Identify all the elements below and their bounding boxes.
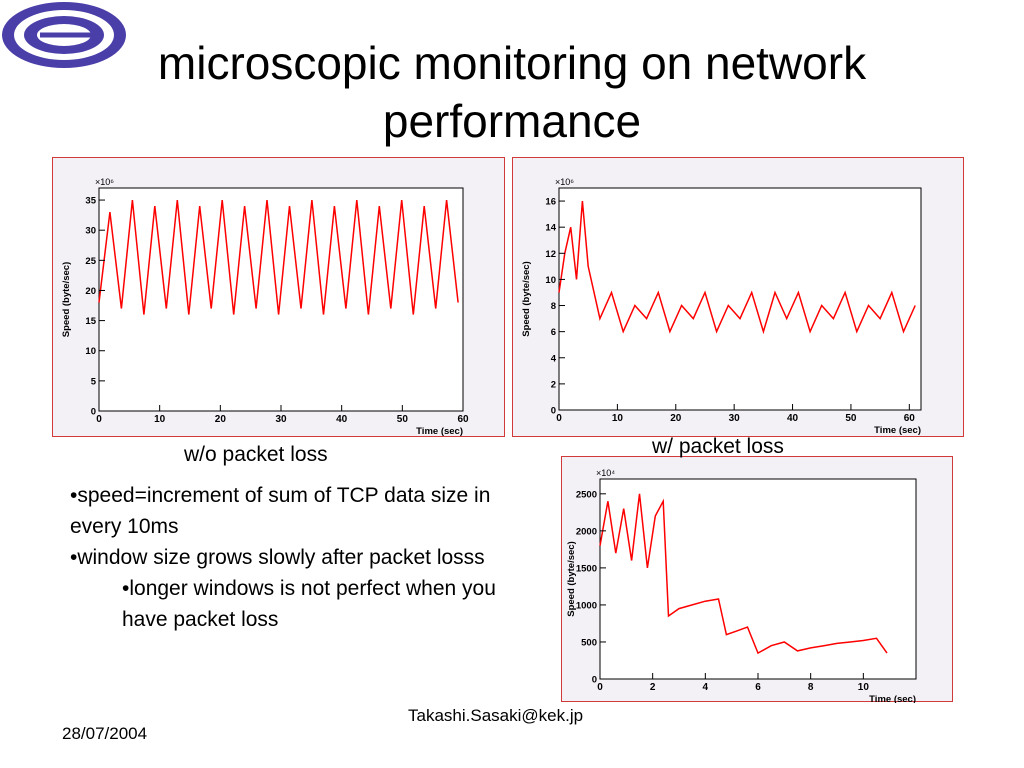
chart-bottom: 0 2 4 6 8 10 0 500 1000 1500 2000 2500 Time (sec) Spe… [566,468,917,703]
x-tick-label: 10 [154,414,166,425]
y-tick-label: 0 [551,406,556,417]
bullet-list: •speed=increment of sum of TCP data size… [70,480,520,635]
x-tick-label: 10 [612,413,624,424]
series-line [558,201,916,335]
x-tick-label: 40 [336,414,348,425]
series-line [98,200,459,315]
y-tick-label: 2500 [576,489,597,500]
y-tick-label: 14 [545,223,556,234]
x-axis-label: Time (sec) [869,694,916,703]
slide-title: microscopic monitoring on network perfor… [157,37,867,147]
y-tick-label: 6 [551,327,556,338]
y-axis-label: Speed (byte/sec) [566,541,577,617]
plot-frame [98,187,464,412]
x-tick-label: 20 [670,413,682,424]
y-tick-label: 16 [545,197,556,208]
y-tick-label: 35 [85,196,96,207]
y-axis-label: Speed (byte/sec) [61,262,72,338]
y-tick-label: 4 [551,353,557,364]
slide-date: 28/07/2004 [62,724,148,743]
plot-panel-left: 0 10 20 30 40 50 60 0 5 10 15 20 25 30 35 Time (sec) Spe… [52,157,505,437]
x-tick-label: 50 [397,414,409,425]
y-tick-label: 25 [85,256,96,267]
x-tick-label: 10 [858,682,870,693]
series-line [599,493,888,655]
y-tick-label: 12 [545,249,556,260]
x-axis-label: Time (sec) [416,426,463,437]
y-tick-label: 0 [592,675,597,686]
bullet-item: •speed=increment of sum of TCP data size… [70,484,491,538]
x-tick-label: 60 [904,413,916,424]
y-tick-label: 10 [85,346,96,357]
x-tick-label: 20 [215,414,227,425]
y-tick-label: 2 [551,379,556,390]
y-tick-label: 8 [551,301,556,312]
x-tick-label: 30 [275,414,287,425]
x-tick-label: 6 [755,682,761,693]
y-axis-label: Speed (byte/sec) [521,261,532,337]
caption-right: w/ packet loss [652,435,784,458]
kek-logo-icon [2,2,126,68]
plot-frame [558,187,922,411]
x-tick-label: 4 [703,682,709,693]
x-tick-label: 40 [787,413,799,424]
y-tick-label: 1000 [576,600,597,611]
y-tick-label: 0 [91,407,96,418]
x-tick-label: 50 [845,413,857,424]
x-tick-label: 0 [96,414,102,425]
plot-frame [599,478,917,680]
sub-bullet-item: •longer windows is not perfect when you … [122,577,496,631]
author-email: Takashi.Sasaki@kek.jp [408,706,584,725]
caption-left: w/o packet loss [184,443,328,466]
y-multiplier-label: ×10⁶ [555,177,574,187]
y-multiplier-label: ×10⁶ [95,177,114,187]
y-tick-label: 5 [91,376,97,387]
x-tick-label: 30 [729,413,741,424]
y-tick-label: 10 [545,275,556,286]
plot-panel-bottom: 0 2 4 6 8 10 0 500 1000 1500 2000 2500 Time (sec) Spe… [561,456,953,703]
x-tick-label: 0 [556,413,562,424]
x-tick-label: 2 [650,682,656,693]
y-multiplier-label: ×10⁴ [596,468,615,478]
y-tick-label: 500 [581,637,597,648]
x-tick-label: 0 [597,682,603,693]
y-tick-label: 30 [85,226,96,237]
x-axis-label: Time (sec) [874,425,921,436]
chart-right: 0 10 20 30 40 50 60 0 2 4 6 8 10 12 14 16 Time (sec) Spee… [521,177,922,436]
y-tick-label: 20 [85,286,96,297]
x-tick-label: 60 [457,414,469,425]
bullet-item: •window size grows slowly after packet l… [70,546,485,569]
chart-left: 0 10 20 30 40 50 60 0 5 10 15 20 25 30 35 Time (sec) Spe… [61,177,469,437]
plot-panel-right: 0 10 20 30 40 50 60 0 2 4 6 8 10 12 14 16 Time (sec) Spee… [512,157,964,437]
y-tick-label: 2000 [576,526,597,537]
x-tick-label: 8 [808,682,814,693]
y-tick-label: 15 [85,316,96,327]
y-tick-label: 1500 [576,563,597,574]
